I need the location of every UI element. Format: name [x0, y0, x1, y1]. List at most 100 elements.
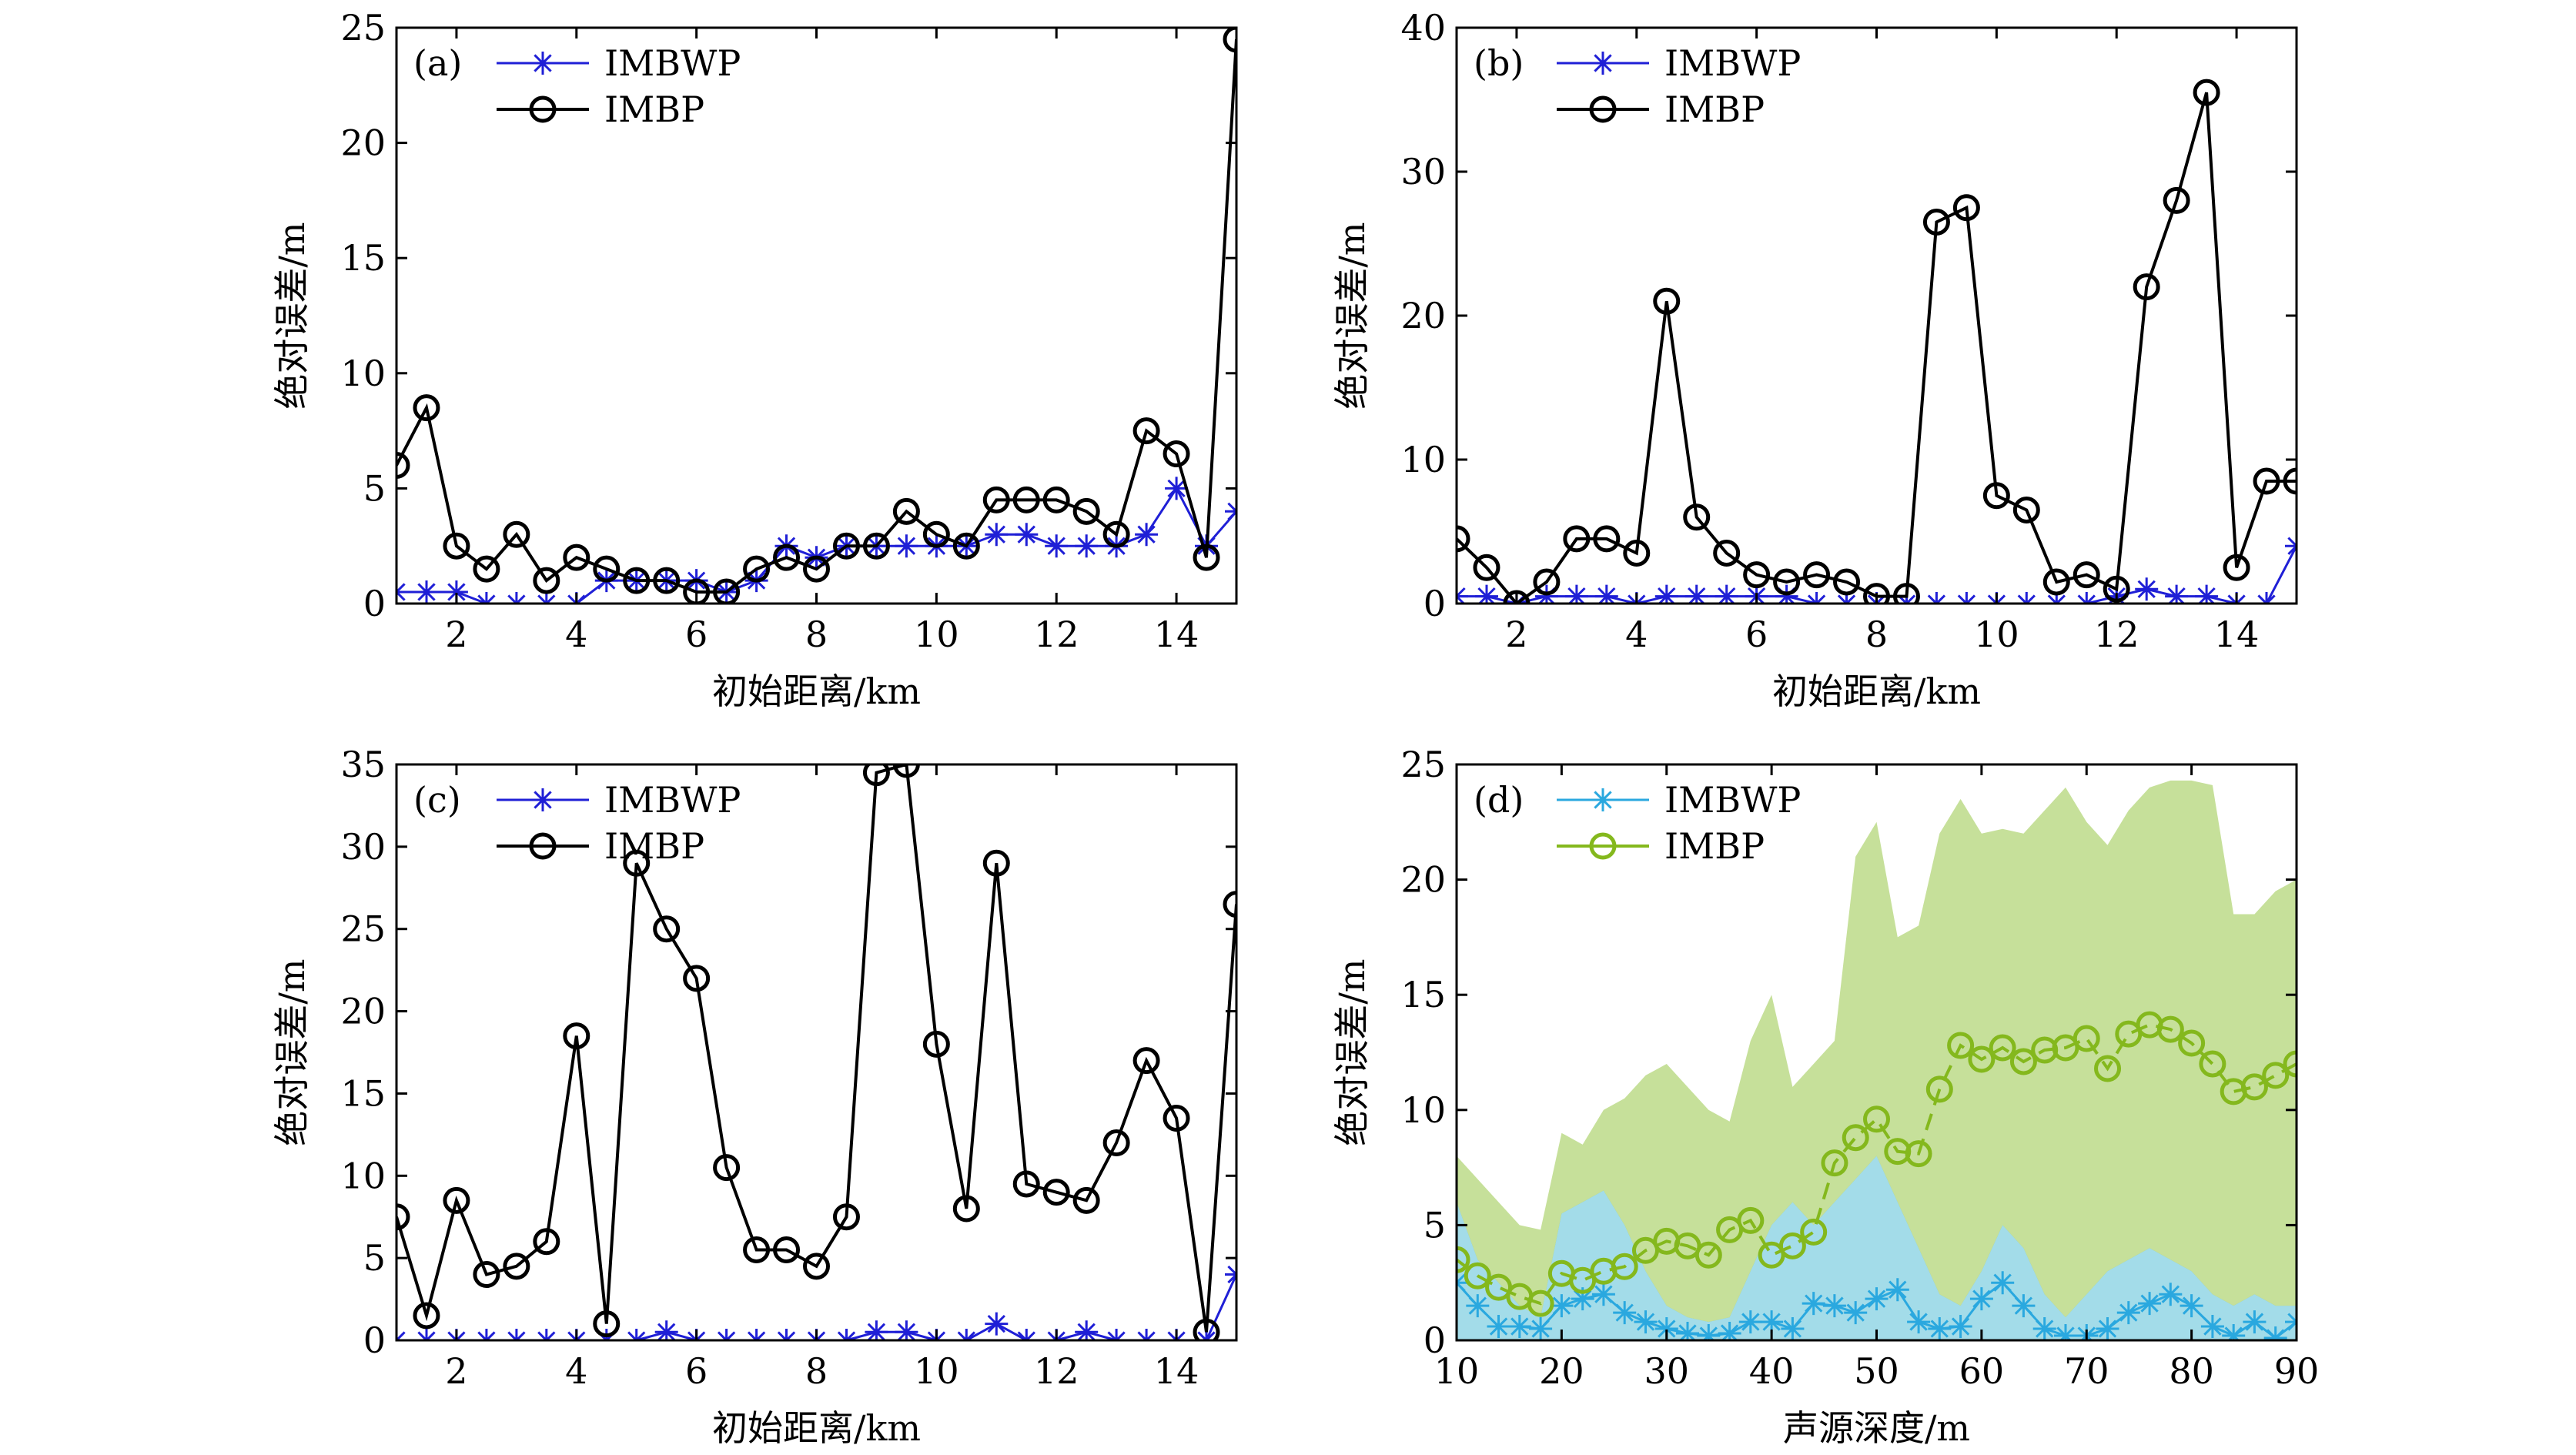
data-point: [1563, 525, 1591, 553]
series-line: [396, 1273, 1236, 1340]
series-imbp: [1457, 1011, 2297, 1317]
data-point: [2240, 1073, 2268, 1101]
plot-area: [396, 764, 1236, 1340]
x-axis-label: 初始距离/km: [1772, 671, 1981, 712]
data-point: [1885, 1278, 1909, 1302]
data-point: [1613, 1301, 1637, 1325]
data-point: [1713, 540, 1741, 567]
data-point: [773, 544, 801, 571]
data-point: [1075, 1320, 1099, 1340]
data-point: [444, 580, 468, 604]
x-tick-label: 6: [1745, 614, 1768, 655]
data-point: [2138, 1292, 2162, 1316]
legend-marker: [531, 52, 554, 75]
data-point: [1102, 1129, 1130, 1157]
data-point: [503, 1253, 530, 1280]
data-point: [1533, 568, 1561, 596]
data-point: [1715, 584, 1738, 604]
data-point: [1654, 1317, 1678, 1340]
data-point: [1163, 1104, 1190, 1132]
data-point: [1223, 891, 1236, 918]
data-point: [2133, 273, 2160, 301]
data-point: [2223, 554, 2250, 581]
axes-frame: [395, 26, 1238, 605]
x-tick-label: 8: [805, 1350, 828, 1392]
data-point: [952, 1195, 980, 1223]
y-tick-label: 0: [1423, 583, 1446, 624]
data-point: [865, 1320, 888, 1340]
data-point: [683, 578, 711, 604]
data-point: [922, 520, 950, 548]
x-tick-label: 14: [1154, 614, 1199, 655]
data-point: [1653, 287, 1681, 315]
data-point: [1132, 417, 1160, 445]
legend-label: IMBP: [604, 89, 704, 130]
x-tick-label: 4: [565, 614, 587, 655]
legend: IMBWP IMBP: [497, 42, 741, 130]
data-point: [1822, 1294, 1846, 1318]
y-tick-label: 0: [363, 583, 386, 624]
data-point: [1969, 1287, 1993, 1311]
data-point: [1594, 584, 1618, 604]
data-point: [443, 532, 470, 560]
data-point: [982, 849, 1010, 877]
data-point: [1193, 1318, 1220, 1340]
data-point: [533, 1228, 560, 1256]
data-point: [1623, 540, 1651, 567]
data-point: [1473, 554, 1500, 581]
data-point: [2222, 1324, 2246, 1340]
y-tick-label: 25: [340, 7, 386, 48]
legend-marker: [529, 832, 557, 860]
y-tick-label: 15: [340, 1072, 386, 1114]
legend-label: IMBWP: [604, 42, 741, 84]
data-point: [2180, 1294, 2203, 1318]
data-point: [1844, 1301, 1868, 1325]
data-point: [623, 849, 651, 877]
data-point: [2283, 467, 2297, 495]
data-point: [1842, 1124, 1869, 1152]
legend-label: IMBWP: [604, 779, 741, 821]
x-tick-label: 50: [1854, 1350, 1899, 1392]
data-point: [2012, 1294, 2036, 1318]
data-point: [982, 486, 1010, 513]
data-point: [1952, 194, 1980, 222]
x-tick-label: 12: [2094, 614, 2139, 655]
data-point: [922, 1030, 950, 1058]
series-imbp: [396, 28, 1236, 604]
x-tick-label: 2: [1505, 614, 1527, 655]
data-point: [683, 965, 711, 992]
y-axis-label: 绝对误差/m: [1331, 222, 1373, 409]
data-point: [1102, 520, 1130, 548]
data-point: [1743, 561, 1771, 589]
legend-label: IMBP: [1664, 825, 1765, 867]
data-point: [895, 1320, 918, 1340]
data-point: [2283, 1050, 2297, 1078]
data-point: [952, 532, 980, 560]
data-point: [1907, 1310, 1931, 1334]
data-point: [1947, 1032, 1975, 1059]
data-point: [415, 580, 438, 604]
panel-b: 2 4 6 8 10 12 14 0 10 20 30 40 初始距离/km 绝对误差/m (b) IMBWP…: [1331, 7, 2298, 712]
legend-marker: [531, 788, 554, 811]
data-point: [1738, 1310, 1762, 1334]
data-point: [895, 534, 918, 558]
x-tick-label: 14: [2214, 614, 2260, 655]
data-point: [1865, 1287, 1889, 1311]
y-tick-label: 5: [363, 1237, 386, 1279]
panel-c: 2 4 6 8 10 12 14 0 5 10 15 20 25 30 35 初始距离/km 绝对误差/m (c)…: [271, 744, 1238, 1449]
legend-marker: [1591, 788, 1614, 811]
data-point: [503, 520, 530, 548]
y-tick-label: 30: [1400, 151, 1446, 192]
x-tick-label: 20: [1539, 1350, 1584, 1392]
x-tick-label: 14: [1154, 1350, 1199, 1392]
data-point: [1634, 1310, 1658, 1334]
data-point: [1676, 1322, 1699, 1340]
data-point: [892, 497, 920, 525]
data-point: [1045, 534, 1069, 558]
data-point: [1012, 486, 1040, 513]
panel-tag: (a): [413, 42, 462, 84]
data-point: [2042, 568, 2070, 596]
plot-area: [396, 28, 1236, 604]
